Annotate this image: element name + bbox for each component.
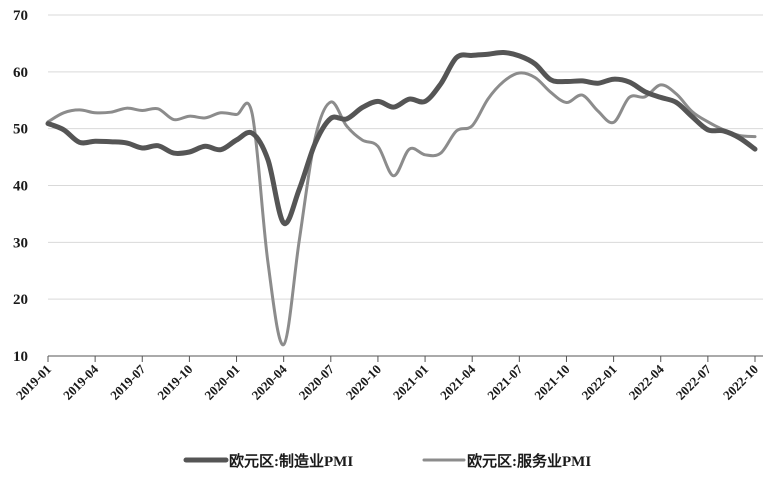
x-tick-label: 2022-10	[720, 362, 761, 403]
legend-item-manufacturing: 欧元区:制造业PMI	[183, 452, 353, 470]
x-tick-label: 2019-10	[154, 362, 195, 403]
x-tick-label: 2019-04	[60, 361, 102, 403]
y-tick-label: 10	[13, 349, 28, 365]
y-tick-label: 30	[13, 235, 28, 251]
series-line-manufacturing	[45, 49, 758, 226]
x-tick-label: 2021-07	[484, 361, 526, 403]
legend: 欧元区:制造业PMI 欧元区:服务业PMI	[183, 452, 591, 470]
x-axis: 2019-01 2019-04 2019-07 2019-10 2020-01 2020-…	[13, 355, 763, 403]
x-tick-label: 2020-07	[296, 361, 338, 403]
series-line-services	[46, 71, 757, 347]
x-tick-label: 2021-10	[531, 362, 572, 403]
y-tick-label: 70	[13, 8, 28, 24]
series-lines	[45, 49, 758, 347]
y-tick-label: 50	[13, 122, 28, 138]
y-tick-label: 40	[13, 179, 28, 195]
y-tick-label: 20	[13, 292, 28, 308]
legend-label-services: 欧元区:服务业PMI	[467, 452, 591, 470]
x-tick-label: 2020-04	[249, 361, 291, 403]
gridlines	[48, 14, 763, 300]
legend-label-manufacturing: 欧元区:制造业PMI	[229, 452, 353, 470]
x-tick-label: 2022-04	[626, 361, 668, 403]
x-tick-label: 2019-01	[13, 362, 54, 403]
x-tick-label: 2020-01	[201, 362, 242, 403]
x-tick-label: 2022-07	[673, 361, 715, 403]
x-tick-label: 2020-10	[343, 362, 384, 403]
legend-item-services: 欧元区:服务业PMI	[422, 452, 591, 470]
y-tick-label: 60	[13, 65, 28, 81]
x-tick-label: 2022-01	[578, 362, 619, 403]
x-tick-label: 2019-07	[107, 361, 149, 403]
x-tick-label: 2021-04	[437, 361, 479, 403]
y-axis: 10 20 30 40 50 60 70	[13, 8, 28, 365]
x-tick-label: 2021-01	[390, 362, 431, 403]
